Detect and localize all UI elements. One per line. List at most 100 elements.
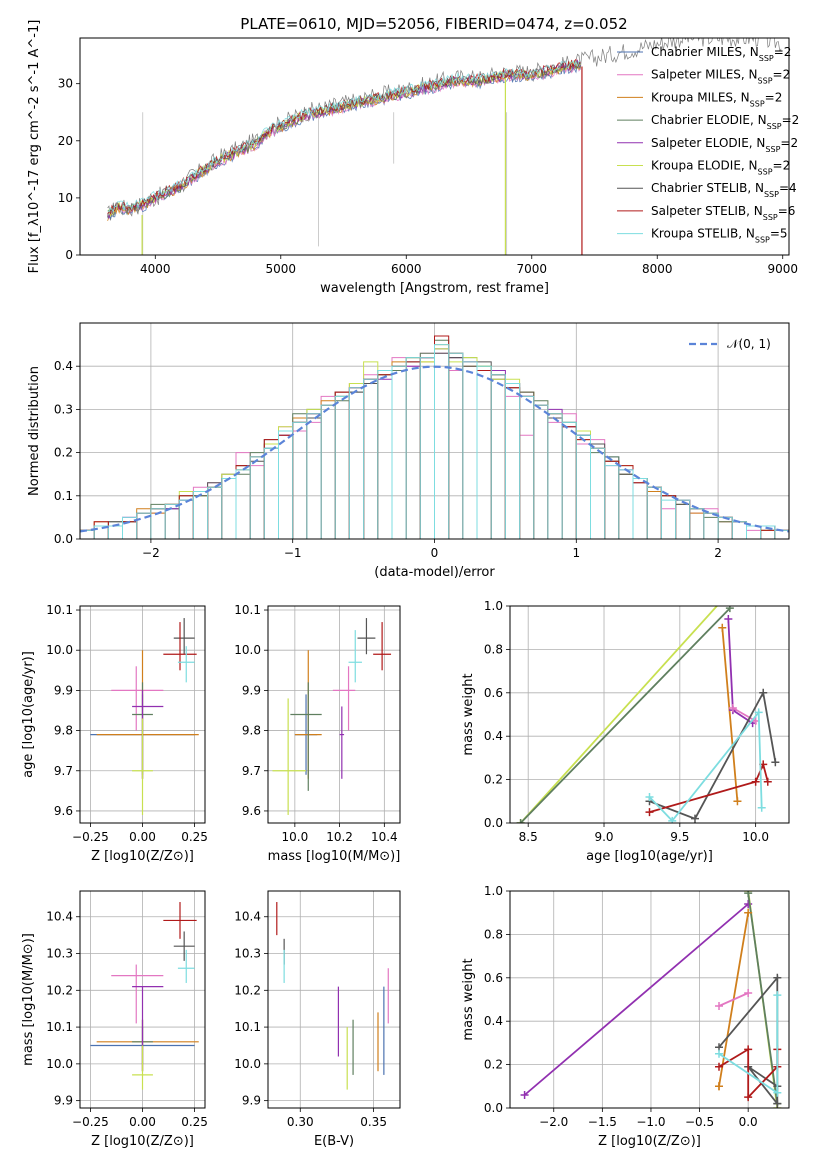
spectrum-model-line-2 (107, 61, 581, 222)
massweight_vs_Z-xtick-label: −1.0 (636, 1115, 665, 1129)
age_vs_Z-ytick-label: 9.7 (54, 764, 73, 778)
mass_vs_Z-ytick-label: 10.1 (46, 1020, 73, 1034)
mass_vs_ebv-panel: 0.30 0.35 9.9 10.0 10.1 10.2 10.3 10.4 E(B-V) (234, 890, 401, 1149)
age_vs_mass-ytick-label: 9.7 (242, 764, 261, 778)
massweight_vs_age-xtick-label: 10.0 (742, 830, 769, 844)
spectrum-xtick-label: 6000 (391, 262, 422, 276)
spectrum-ytick-label: 0 (65, 248, 73, 262)
massweight_vs_age-marker (763, 777, 772, 786)
age_vs_mass-ytick-label: 10.0 (234, 643, 261, 657)
mass_vs_ebv-ytick-label: 10.2 (234, 983, 261, 997)
massweight_vs_Z-ytick-label: 0.8 (484, 927, 503, 941)
massweight_vs_age-ytick-label: 0.8 (484, 642, 503, 656)
mass_vs_Z-panel: −0.25 0.00 0.25 9.9 10.0 10.1 10.2 10.3 10.4 Z [l… (21, 890, 208, 1149)
mass_vs_ebv-ytick-label: 10.1 (234, 1020, 261, 1034)
age_vs_Z-plot-area (90, 618, 199, 815)
massweight_vs_Z-xtick-label: 0.0 (739, 1115, 758, 1129)
massweight_vs_Z-marker (715, 1082, 724, 1091)
massweight_vs_age-line-2 (721, 627, 739, 802)
age_vs_mass-point-5 (272, 698, 307, 815)
spectrum-model-line-6 (107, 62, 581, 218)
mass_vs_Z-ytick-label: 10.0 (46, 1057, 73, 1071)
age_vs_mass-plot-area (272, 618, 392, 815)
spectrum-model-line-8 (107, 60, 581, 213)
residual_hist-frame (79, 322, 790, 540)
mass_vs_Z-xlabel: Z [log10(Z/Z⊙)] (91, 1134, 194, 1149)
massweight_vs_age-marker (751, 777, 760, 786)
mass_vs_ebv-xtick-label: 0.30 (287, 1115, 314, 1129)
residual_hist-xlabel: (data-model)/error (374, 565, 495, 580)
age_vs_Z-ytick-label: 9.6 (54, 804, 73, 818)
mass_vs_ebv-ytick-label: 10.0 (234, 1057, 261, 1071)
age_vs_mass-ytick-label: 9.8 (242, 724, 261, 738)
spectrum-model-line-3 (107, 60, 581, 219)
residual_hist-xtick-label: −1 (284, 546, 302, 560)
mass_vs_ebv-xlabel: E(B-V) (314, 1134, 354, 1149)
massweight_vs_Z-ytick-label: 1.0 (484, 884, 503, 898)
massweight_vs_Z-ylabel: mass weight (461, 958, 476, 1040)
legend-label-3: Chabrier ELODIE, NSSP=2 (651, 113, 799, 131)
massweight_vs_Z-frame (509, 890, 790, 1109)
age_vs_mass-ytick-label: 9.6 (242, 804, 261, 818)
massweight_vs_age-marker (754, 708, 763, 717)
massweight_vs_age-marker (645, 792, 654, 801)
age_vs_Z-xtick-label: −0.25 (72, 830, 109, 844)
mass_vs_Z-point-5 (132, 1045, 153, 1090)
residual_hist-ytick-label: 0.4 (54, 359, 73, 373)
age_vs_Z-xlabel: Z [log10(Z/Z⊙)] (91, 849, 194, 864)
age_vs_Z-point-6 (173, 618, 195, 655)
spectrum-model-line-5 (107, 61, 581, 217)
age_vs_Z-point-8 (177, 646, 195, 683)
residual_hist-ytick-label: 0.0 (54, 532, 73, 546)
legend-label-8: Kroupa STELIB, NSSP=5 (651, 227, 788, 245)
massweight_vs_age-marker (717, 598, 725, 606)
massweight_vs_age-line-5 (649, 690, 777, 820)
mass_vs_ebv-frame (267, 890, 401, 1109)
massweight_vs_Z-xtick-label: −1.5 (588, 1115, 617, 1129)
mass_vs_ebv-xtick-label: 0.35 (360, 1115, 387, 1129)
massweight_vs_age-marker (645, 808, 654, 817)
residual_hist-xtick-label: 2 (714, 546, 722, 560)
massweight_vs_age-marker (516, 819, 525, 823)
residual_hist-plot-area (80, 335, 789, 539)
massweight_vs_Z-xtick-label: −2.0 (539, 1115, 568, 1129)
age_vs_mass-frame (267, 605, 401, 824)
massweight_vs_Z-line-4 (718, 992, 749, 1007)
massweight_vs_age-marker (718, 623, 727, 632)
massweight_vs_age-ylabel: mass weight (461, 673, 476, 755)
massweight_vs_age-panel: 8.5 9.0 9.5 10.0 0.0 0.2 0.4 0.6 0.8 1.0 age [log1… (461, 598, 790, 864)
massweight_vs_age-line-6 (649, 761, 769, 813)
age_vs_mass-xtick-label: 10.4 (371, 830, 398, 844)
gaussian-curve (80, 365, 789, 533)
residual_hist-ytick-label: 0.1 (54, 489, 73, 503)
mass_vs_Z-xtick-label: 0.25 (181, 1115, 208, 1129)
spectrum-frame (79, 37, 790, 256)
age_vs_mass-panel: 10.0 10.2 10.4 9.6 9.7 9.8 9.9 10.0 10.1 mass [lo… (234, 603, 401, 864)
age_vs_Z-ylabel: age [log10(age/yr)] (21, 651, 36, 778)
massweight_vs_age-marker (724, 615, 733, 624)
mass_vs_Z-point-8 (177, 949, 195, 983)
spectrum-xtick-label: 4000 (140, 262, 171, 276)
spectrum-ytick-label: 20 (58, 134, 73, 148)
massweight_vs_age-xlabel: age [log10(age/yr)] (586, 849, 713, 864)
massweight_vs_age-line-7 (648, 709, 763, 823)
age_vs_mass-point-3 (290, 682, 322, 791)
massweight_vs_age-ytick-label: 0.4 (484, 729, 503, 743)
massweight_vs_age-marker (725, 606, 734, 613)
massweight_vs_Z-ytick-label: 0.6 (484, 971, 503, 985)
age_vs_Z-ytick-label: 10.0 (46, 643, 73, 657)
massweight_vs_age-ytick-label: 0.6 (484, 686, 503, 700)
spectrum-xtick-label: 5000 (266, 262, 297, 276)
massweight_vs_age-xtick-label: 9.0 (594, 830, 613, 844)
age_vs_mass-ytick-label: 9.9 (242, 683, 261, 697)
spectrum-ylabel: Flux [f_λ10^-17 erg cm^-2 s^-1 A^-1] (27, 20, 42, 274)
mass_vs_Z-point-7 (163, 902, 197, 939)
hist-series-8 (80, 344, 789, 539)
gaussian-legend-label: 𝒩(0, 1) (727, 337, 771, 351)
mass_vs_Z-ytick-label: 10.4 (46, 910, 73, 924)
massweight_vs_Z-marker (715, 1002, 724, 1011)
spectrum-xtick-label: 7000 (516, 262, 547, 276)
legend-label-7: Salpeter STELIB, NSSP=6 (651, 204, 795, 222)
massweight_vs_age-line-4 (732, 707, 757, 722)
